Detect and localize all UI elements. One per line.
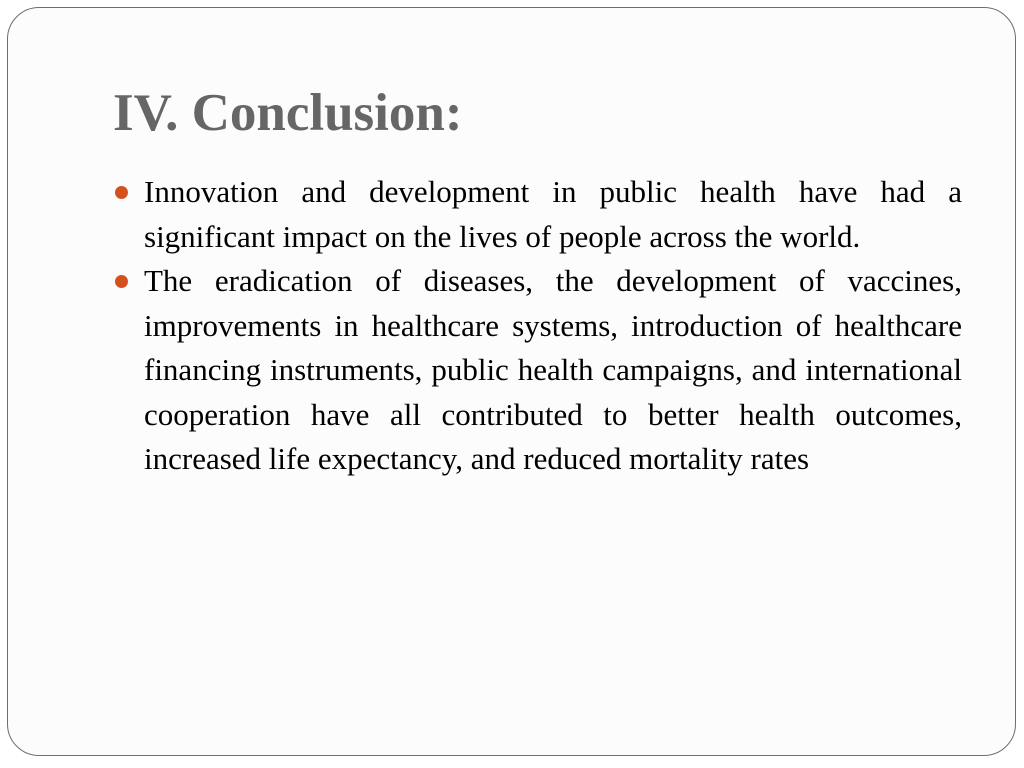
bullet-dot-icon xyxy=(115,275,128,288)
bullet-list: Innovation and development in public hea… xyxy=(115,170,962,482)
slide-title: IV. Conclusion: xyxy=(113,84,463,142)
bullet-text: Innovation and development in public hea… xyxy=(144,174,962,254)
bullet-dot-icon xyxy=(115,186,128,199)
slide-frame xyxy=(7,7,1016,756)
bullet-item: Innovation and development in public hea… xyxy=(115,170,962,259)
bullet-item: The eradication of diseases, the develop… xyxy=(115,259,962,482)
bullet-text: The eradication of diseases, the develop… xyxy=(144,263,962,476)
